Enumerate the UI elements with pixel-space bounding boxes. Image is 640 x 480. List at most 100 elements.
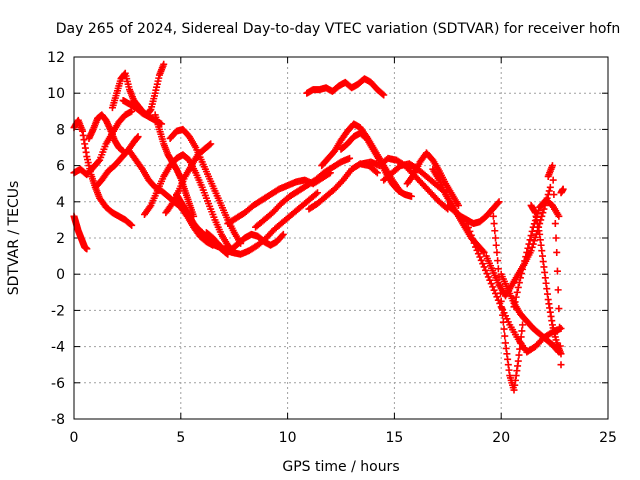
- data-point-marker: [553, 248, 561, 256]
- data-point-marker: [490, 286, 498, 294]
- data-point-marker: [489, 283, 497, 291]
- data-point-marker: [528, 227, 536, 235]
- series-track-5: [91, 133, 142, 191]
- data-point-marker: [557, 361, 565, 369]
- x-tick-label: 10: [279, 430, 297, 446]
- y-tick-label: 2: [56, 231, 65, 247]
- data-point-marker: [146, 203, 154, 211]
- series-track-27: [463, 220, 565, 356]
- data-point-marker: [511, 298, 519, 306]
- data-point-marker: [491, 227, 499, 235]
- data-point-marker: [278, 232, 286, 240]
- data-point-marker: [549, 176, 557, 184]
- data-point-marker: [470, 239, 478, 247]
- data-point-marker: [499, 311, 507, 319]
- data-point-marker: [372, 168, 380, 176]
- data-point-marker: [501, 332, 509, 340]
- series-track-34: [557, 185, 567, 197]
- y-tick-label: -6: [51, 376, 65, 392]
- data-point-marker: [531, 233, 539, 241]
- data-point-marker: [496, 289, 504, 297]
- data-point-marker: [127, 220, 135, 228]
- y-tick-label: 10: [47, 86, 65, 102]
- data-point-marker: [346, 154, 354, 162]
- data-point-marker: [489, 205, 497, 213]
- data-point-marker: [492, 241, 500, 249]
- data-point-marker: [480, 248, 488, 256]
- data-point-marker: [467, 231, 475, 239]
- data-point-marker: [514, 357, 522, 365]
- data-point-marker: [128, 107, 136, 115]
- data-point-marker: [515, 351, 523, 359]
- x-tick-label: 0: [70, 430, 79, 446]
- data-point-marker: [490, 220, 498, 228]
- data-point-marker: [524, 244, 532, 252]
- series-track-15: [220, 189, 322, 258]
- data-point-marker: [559, 185, 567, 193]
- x-tick-label: 20: [492, 430, 510, 446]
- data-point-marker: [518, 327, 526, 335]
- data-point-marker: [454, 201, 462, 209]
- series-track-25: [429, 165, 488, 256]
- data-point-marker: [128, 221, 136, 229]
- data-point-marker: [554, 286, 562, 294]
- grid-layer: [74, 57, 608, 419]
- data-point-marker: [466, 227, 474, 235]
- x-tick-label: 15: [385, 430, 403, 446]
- data-point-marker: [500, 325, 508, 333]
- data-point-marker: [555, 305, 563, 313]
- data-point-marker: [472, 243, 480, 251]
- data-point-marker: [539, 209, 547, 217]
- data-point-marker: [556, 342, 564, 350]
- y-tick-label: 8: [56, 122, 65, 138]
- data-point-marker: [493, 293, 501, 301]
- data-point-marker: [479, 247, 487, 255]
- x-tick-label: 5: [176, 430, 185, 446]
- data-point-marker: [515, 279, 523, 287]
- y-tick-label: 0: [56, 267, 65, 283]
- data-point-marker: [523, 248, 531, 256]
- y-tick-label: -8: [51, 412, 65, 428]
- data-point-marker: [514, 283, 522, 291]
- data-point-marker: [492, 234, 500, 242]
- data-point-marker: [134, 133, 142, 141]
- data-point-marker: [463, 220, 471, 228]
- y-tick-label: -2: [51, 303, 65, 319]
- data-point-marker: [483, 270, 491, 278]
- series-track-10: [151, 111, 198, 220]
- y-tick-label: 12: [47, 50, 65, 66]
- data-point-marker: [553, 267, 561, 275]
- data-point-marker: [489, 212, 497, 220]
- data-point-marker: [525, 240, 533, 248]
- data-point-marker: [206, 141, 214, 149]
- series-track-4: [85, 111, 127, 155]
- series-track-19: [303, 75, 388, 99]
- x-tick-label: 25: [599, 430, 617, 446]
- data-point-marker: [482, 266, 490, 274]
- data-point-marker: [555, 212, 563, 220]
- data-point-marker: [528, 243, 536, 251]
- data-point-marker: [530, 237, 538, 245]
- series-track-26: [444, 198, 503, 228]
- y-tick-label: 6: [56, 159, 65, 175]
- data-point-marker: [496, 281, 504, 289]
- series-track-29: [489, 205, 527, 394]
- data-point-marker: [526, 236, 534, 244]
- series-track-12: [166, 125, 245, 247]
- data-point-marker: [552, 234, 560, 242]
- data-point-marker: [379, 90, 387, 98]
- data-point-marker: [493, 248, 501, 256]
- data-point-marker: [495, 198, 503, 206]
- data-point-marker: [473, 246, 481, 254]
- data-point-marker: [556, 323, 564, 331]
- data-point-marker: [557, 325, 565, 332]
- plot-frame: [73, 56, 609, 420]
- data-point-marker: [516, 345, 524, 353]
- series-track-33: [544, 162, 565, 369]
- series-track-23: [380, 160, 448, 195]
- data-point-marker: [83, 245, 91, 253]
- data-point-marker: [95, 157, 103, 165]
- data-point-marker: [517, 333, 525, 341]
- data-point-marker: [480, 263, 488, 271]
